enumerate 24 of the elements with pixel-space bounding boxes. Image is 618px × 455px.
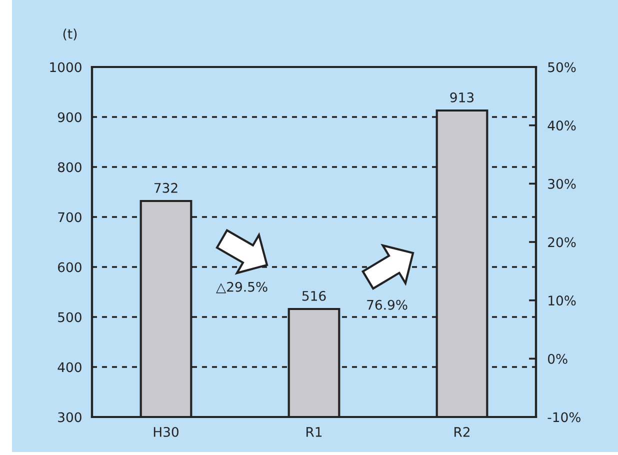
y-tick-label: 500 — [58, 312, 82, 322]
y-tick-label: 400 — [58, 362, 82, 372]
data-label: 516 — [302, 290, 326, 301]
data-label: 913 — [450, 92, 474, 102]
y2-tick-label: 30% — [548, 178, 576, 189]
y-tick-label: 800 — [58, 162, 82, 172]
y-tick-label: 700 — [58, 212, 82, 222]
y2-tick-label: 40% — [548, 120, 576, 131]
y2-tick-label: 0% — [548, 354, 568, 364]
y2-tick-label: -10% — [548, 412, 580, 422]
y-tick-label: 300 — [58, 412, 82, 422]
y-axis-title: (t) — [63, 28, 77, 40]
y-tick-label: 1000 — [50, 62, 82, 72]
data-label: 732 — [154, 182, 178, 193]
y2-tick-label: 50% — [548, 62, 576, 72]
x-tick-label: R1 — [306, 427, 322, 437]
y-tick-label: 900 — [58, 112, 82, 122]
y2-tick-label: 20% — [548, 237, 576, 248]
x-tick-label: H30 — [154, 426, 178, 437]
y2-tick-label: 10% — [548, 296, 576, 306]
y-tick-label: 600 — [58, 262, 82, 272]
annotation: △29.5% — [216, 282, 268, 294]
x-tick-label: R2 — [454, 426, 470, 437]
annotation: 76.9% — [367, 300, 408, 310]
